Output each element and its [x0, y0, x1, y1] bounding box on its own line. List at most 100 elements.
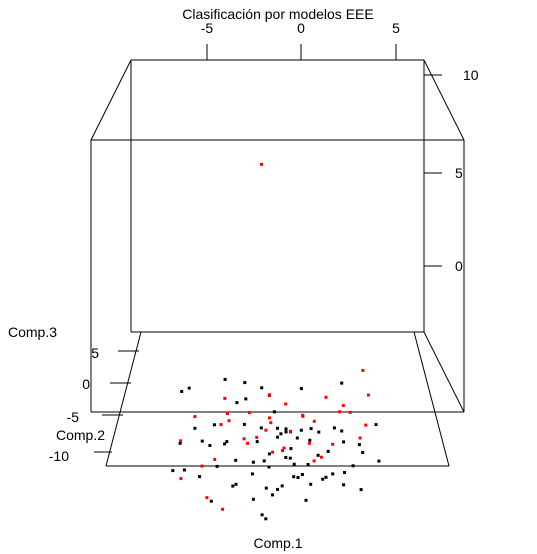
data-point	[243, 381, 247, 385]
data-point	[212, 423, 216, 427]
data-point	[358, 436, 362, 440]
data-point	[276, 435, 279, 439]
data-point	[251, 497, 255, 501]
data-point	[364, 423, 368, 427]
data-point	[198, 475, 202, 479]
data-point	[306, 463, 310, 466]
data-point	[225, 440, 229, 444]
data-point	[289, 447, 293, 451]
data-point	[244, 397, 248, 401]
data-point	[269, 421, 273, 425]
chart-title: Clasificación por modelos EEE	[182, 6, 373, 22]
data-point	[359, 488, 363, 492]
data-point	[300, 473, 304, 476]
data-point	[341, 404, 345, 408]
data-point	[361, 368, 365, 372]
data-point	[331, 442, 335, 446]
data-point	[223, 442, 227, 446]
data-point	[234, 458, 238, 462]
data-point	[309, 427, 313, 431]
data-point	[289, 429, 293, 433]
comp3-axis	[424, 74, 442, 267]
data-point	[259, 426, 263, 430]
data-point	[284, 430, 288, 434]
comp1-axis	[206, 44, 397, 60]
data-point	[271, 450, 275, 454]
x-tick-label: -5	[201, 20, 214, 36]
data-point	[284, 427, 288, 431]
data-point	[255, 435, 259, 439]
data-point	[200, 439, 204, 443]
z-tick-label: 5	[455, 165, 463, 181]
box-front-face	[90, 139, 465, 413]
data-point	[267, 452, 271, 456]
data-point	[267, 393, 271, 397]
data-point	[279, 432, 283, 436]
data-point	[319, 455, 323, 459]
data-point	[179, 477, 183, 481]
data-point	[268, 416, 271, 420]
data-point	[209, 499, 213, 503]
z-axis-label: Comp.3	[8, 324, 57, 340]
data-point	[357, 443, 361, 447]
data-point	[179, 439, 183, 443]
box-side-edges	[90, 59, 465, 413]
data-point	[324, 395, 328, 399]
data-point	[316, 453, 320, 457]
data-point	[309, 482, 313, 486]
x-tick-label: 0	[297, 20, 305, 36]
data-point	[234, 482, 238, 486]
data-point	[272, 410, 276, 414]
data-point	[264, 428, 268, 432]
data-point	[242, 422, 246, 426]
y-tick-label: -10	[49, 448, 69, 464]
data-point	[276, 487, 279, 491]
data-point	[342, 483, 346, 487]
data-point	[304, 498, 308, 502]
data-point	[182, 468, 186, 472]
data-point	[340, 429, 344, 433]
data-point	[308, 438, 312, 442]
data-point	[193, 426, 197, 430]
data-point	[271, 493, 274, 497]
data-point	[247, 411, 251, 415]
data-point	[223, 396, 227, 400]
data-point	[215, 464, 219, 468]
data-point	[280, 484, 284, 488]
y-tick-label: -5	[67, 409, 80, 425]
data-point	[343, 471, 346, 474]
data-point	[219, 423, 223, 427]
data-point	[295, 436, 299, 440]
data-point	[342, 440, 346, 444]
data-point	[213, 457, 217, 461]
data-point	[324, 475, 328, 479]
data-point	[225, 412, 229, 415]
data-point	[221, 507, 225, 511]
data-point	[250, 472, 254, 476]
data-point	[242, 437, 246, 441]
data-point	[299, 428, 303, 432]
data-point	[332, 426, 336, 430]
data-point	[284, 402, 288, 406]
data-point	[366, 393, 370, 397]
data-point	[251, 460, 255, 464]
box-back-face	[130, 59, 425, 333]
data-point	[299, 387, 303, 391]
data-point	[260, 162, 263, 166]
data-point	[255, 440, 259, 444]
data-point	[374, 423, 378, 427]
box-floor	[105, 331, 450, 467]
data-point	[231, 484, 235, 488]
data-point	[193, 415, 197, 419]
z-tick-label: 10	[463, 67, 479, 83]
data-point	[180, 390, 184, 393]
data-point	[307, 441, 311, 445]
data-point	[284, 456, 288, 459]
data-point	[267, 465, 271, 469]
data-point	[361, 451, 365, 454]
data-point	[317, 430, 321, 434]
y-tick-label: 0	[82, 376, 90, 392]
data-point	[235, 401, 239, 405]
y-axis-label: Comp.2	[56, 427, 105, 443]
